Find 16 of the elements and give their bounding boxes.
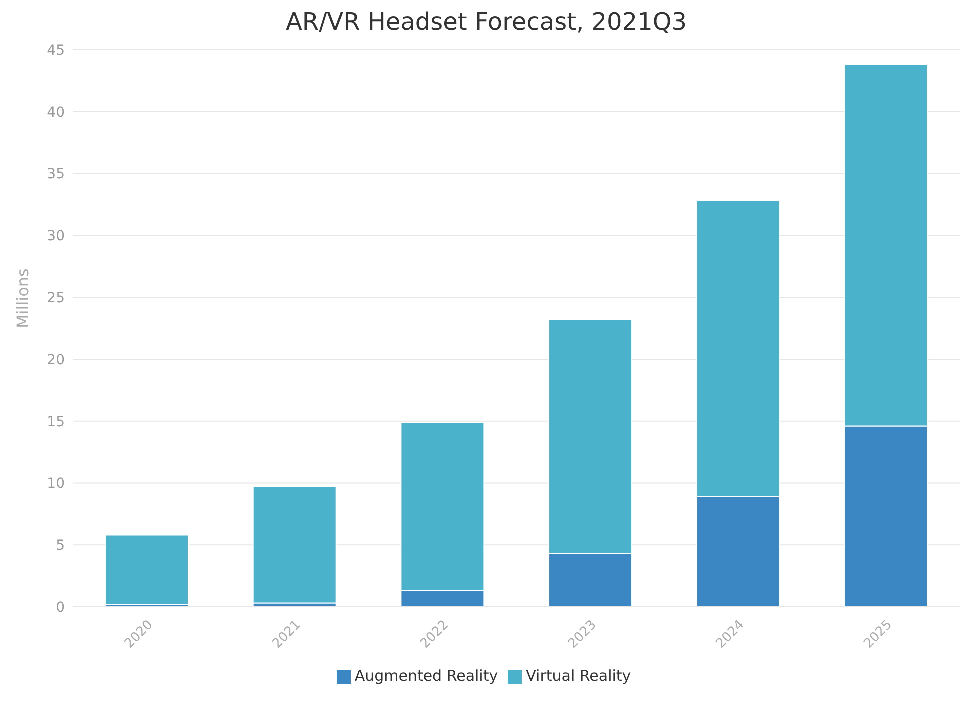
y-tick-label: 45 (47, 42, 65, 59)
bar (105, 534, 190, 606)
y-axis-title: Millions (14, 268, 33, 328)
chart-title: AR/VR Headset Forecast, 2021Q3 (284, 8, 688, 36)
y-tick-label: 10 (47, 476, 65, 492)
y-tick-label: 25 (47, 290, 65, 307)
legend-label: Augmented Reality (354, 667, 498, 685)
y-tick-label: 40 (47, 104, 65, 121)
y-tick-label: 15 (47, 414, 65, 430)
y-tick-label: 0 (56, 600, 65, 616)
y-tick-label: 5 (56, 538, 65, 554)
bar (252, 486, 337, 604)
y-tick-label: 20 (47, 352, 65, 368)
y-tick-label: 35 (47, 166, 65, 183)
y-tick-label: 30 (47, 228, 65, 245)
legend-label: Virtual Reality (526, 667, 632, 685)
